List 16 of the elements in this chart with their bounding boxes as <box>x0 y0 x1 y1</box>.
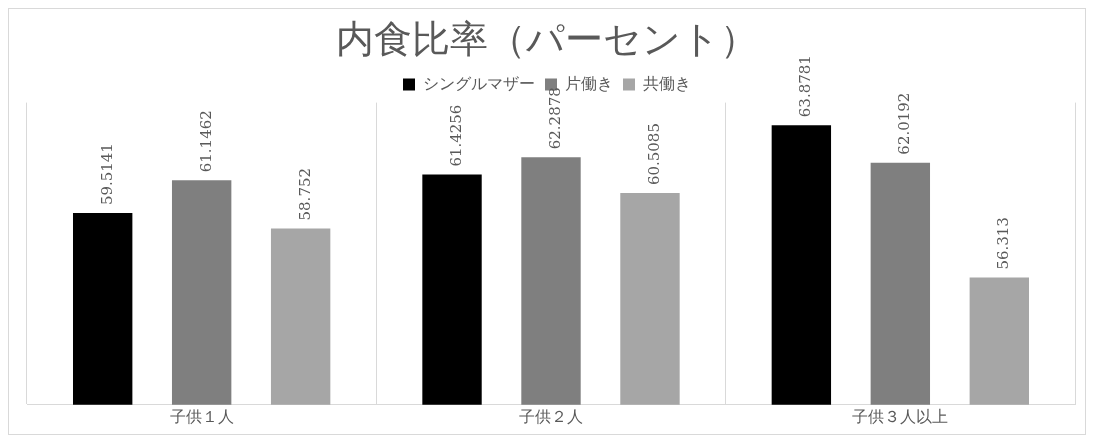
data-label: 58.752 <box>295 167 314 221</box>
data-label: 60.5085 <box>644 123 663 186</box>
data-label: 59.5141 <box>97 143 116 206</box>
data-label: 63.8781 <box>796 55 815 118</box>
x-tick-label: 子供３人以上 <box>852 406 949 426</box>
legend-label: シングルマザー <box>423 73 535 93</box>
chart-title: 内食比率（パーセント） <box>336 16 758 61</box>
legend-label: 片働き <box>565 73 613 93</box>
x-tick-label: 子供２人 <box>519 406 583 426</box>
data-label: 61.4256 <box>446 104 465 167</box>
legend-label: 共働き <box>643 73 691 93</box>
data-label: 61.1462 <box>196 110 215 173</box>
x-tick-label: 子供１人 <box>169 406 234 426</box>
data-label: 62.0192 <box>895 92 914 155</box>
data-label: 56.313 <box>994 217 1013 270</box>
data-label: 62.2878 <box>545 87 564 150</box>
